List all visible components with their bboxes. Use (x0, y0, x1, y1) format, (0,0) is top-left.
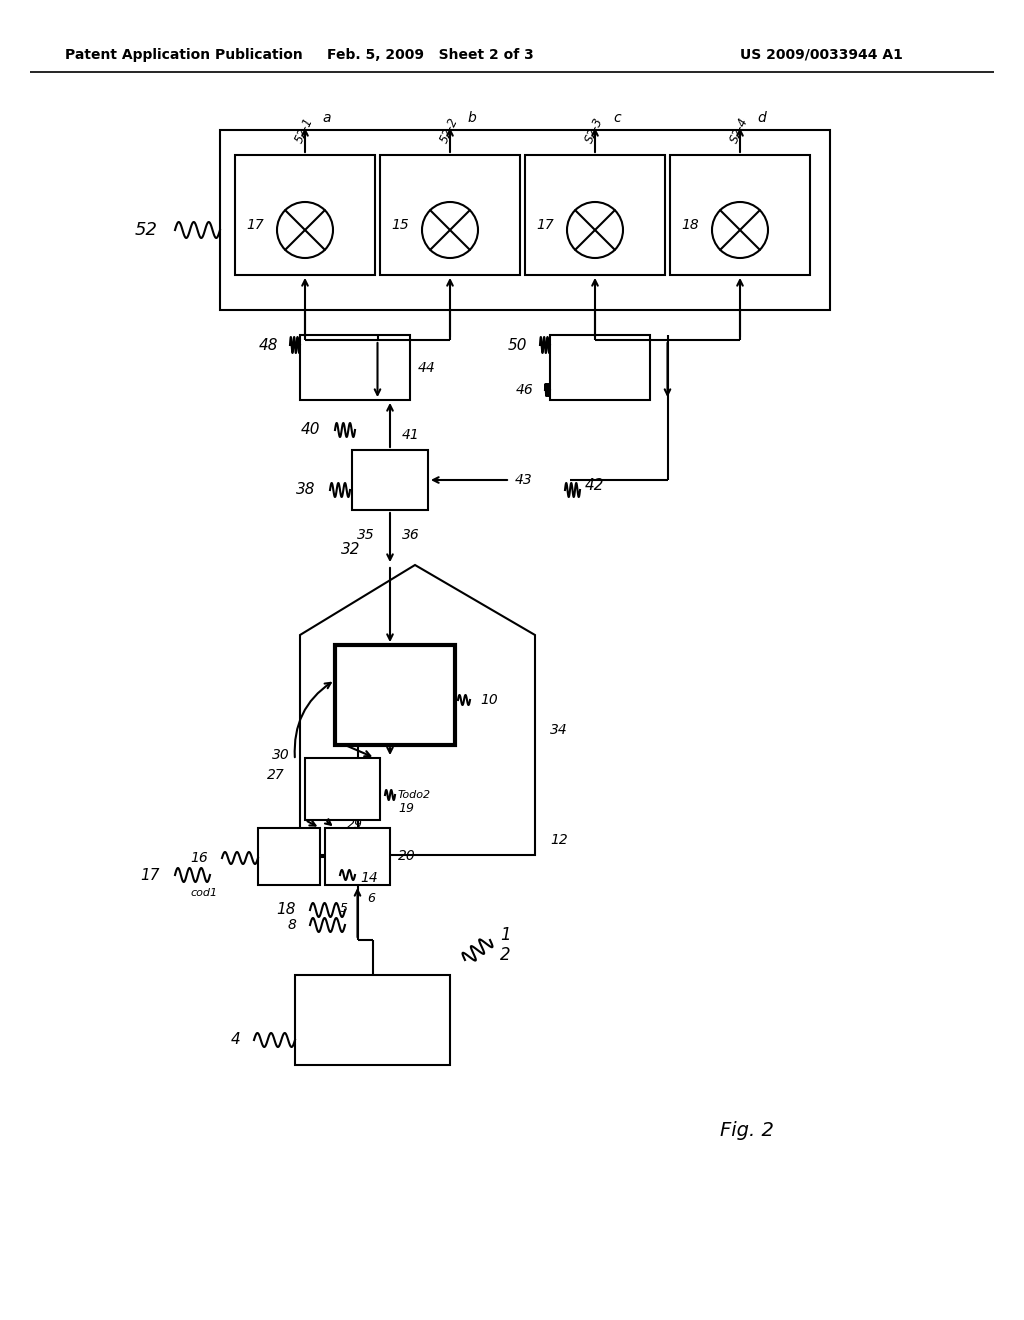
Text: b: b (468, 111, 476, 125)
Text: 36: 36 (402, 528, 420, 543)
Text: 4: 4 (230, 1032, 240, 1048)
Bar (335, 645, 455, 744)
Bar (670, 154, 810, 275)
Text: 6: 6 (368, 891, 376, 904)
Text: d: d (758, 111, 766, 125)
Bar (380, 154, 520, 275)
Text: 20: 20 (398, 850, 416, 863)
Bar (325, 828, 390, 884)
Text: 32: 32 (341, 543, 360, 557)
Bar (300, 335, 410, 400)
Text: 29: 29 (347, 818, 362, 832)
Text: cod1: cod1 (190, 888, 217, 898)
Text: 27: 27 (267, 768, 285, 781)
Bar (305, 758, 380, 820)
Text: 15: 15 (391, 218, 409, 232)
Text: 19: 19 (398, 801, 414, 814)
Bar (525, 154, 665, 275)
Text: 38: 38 (296, 483, 315, 498)
Text: 30: 30 (272, 748, 290, 762)
Text: 52: 52 (135, 220, 158, 239)
Bar (258, 828, 319, 884)
Text: 48: 48 (258, 338, 278, 352)
Text: Feb. 5, 2009   Sheet 2 of 3: Feb. 5, 2009 Sheet 2 of 3 (327, 48, 534, 62)
Text: 17: 17 (537, 218, 554, 232)
Text: US 2009/0033944 A1: US 2009/0033944 A1 (740, 48, 903, 62)
Text: 12: 12 (550, 833, 567, 847)
Text: 1: 1 (500, 927, 511, 944)
Text: 35: 35 (357, 528, 375, 543)
Bar (220, 129, 830, 310)
Text: 8: 8 (287, 917, 296, 932)
Bar (352, 450, 428, 510)
Text: 43: 43 (515, 473, 532, 487)
Text: 52-1: 52-1 (293, 115, 316, 145)
Text: 10: 10 (480, 693, 498, 708)
Text: 44: 44 (418, 360, 436, 375)
Bar (234, 154, 375, 275)
Bar (295, 975, 450, 1065)
Text: 46: 46 (515, 383, 534, 397)
Text: 5: 5 (340, 902, 347, 915)
Text: 52-2: 52-2 (438, 115, 461, 145)
Text: 17: 17 (140, 867, 160, 883)
Text: 2: 2 (500, 946, 511, 964)
Text: 17: 17 (246, 218, 264, 232)
Text: a: a (323, 111, 331, 125)
Text: Todo2: Todo2 (398, 789, 431, 800)
Text: 18: 18 (276, 903, 296, 917)
Text: Patent Application Publication: Patent Application Publication (65, 48, 303, 62)
Text: S2-3: S2-3 (583, 115, 606, 145)
Text: 16: 16 (190, 851, 208, 865)
Text: 41: 41 (402, 428, 420, 442)
Text: S2-4: S2-4 (728, 115, 751, 145)
Bar (550, 335, 650, 400)
Text: 42: 42 (585, 478, 604, 492)
Text: 14: 14 (360, 871, 378, 884)
Text: 18: 18 (681, 218, 698, 232)
Text: 50: 50 (508, 338, 527, 352)
Text: 34: 34 (550, 723, 567, 737)
Text: Fig. 2: Fig. 2 (720, 1121, 774, 1139)
Text: 40: 40 (300, 422, 319, 437)
Text: c: c (613, 111, 621, 125)
